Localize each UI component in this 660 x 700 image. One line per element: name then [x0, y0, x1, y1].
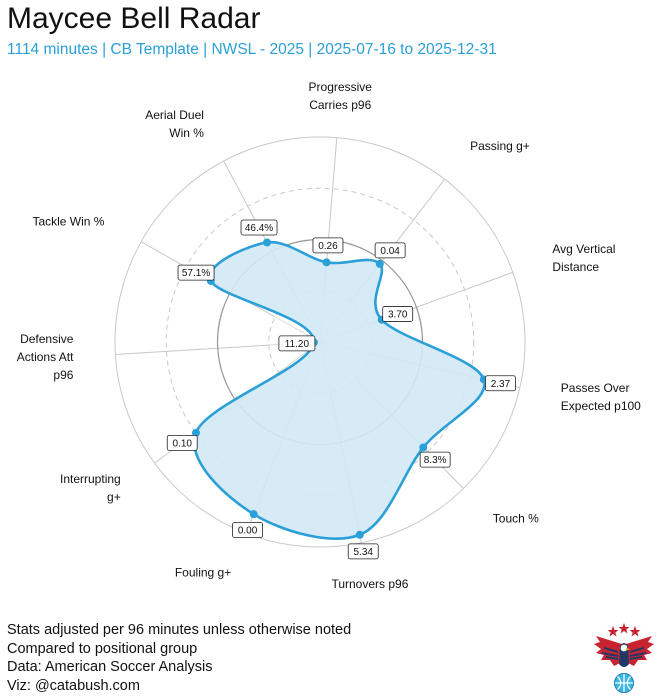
value-label-text: 0.00	[238, 526, 258, 537]
axis-label: Fouling g+	[175, 565, 231, 579]
value-label-text: 0.10	[172, 438, 192, 449]
value-label-text: 57.1%	[182, 268, 210, 279]
chart-title: Maycee Bell Radar	[7, 2, 261, 35]
grid-ring	[165, 187, 475, 497]
value-label-box	[485, 375, 516, 392]
radar-data: 0.26 0.04 3.70 2.37 8.3% 5.34 0.00 0.10 11.20 57.…	[166, 219, 516, 560]
data-point	[355, 530, 364, 539]
data-point	[419, 443, 428, 452]
value-label-text: 46.4%	[245, 223, 273, 234]
chart-subtitle: 1114 minutes | CB Template | NWSL - 2025…	[7, 41, 497, 58]
value-label-box	[166, 434, 198, 451]
value-label-text: 0.26	[318, 241, 338, 252]
value-label: 0.26	[312, 237, 344, 254]
value-label: 0.10	[166, 434, 198, 451]
chart-footer: Stats adjusted per 96 minutes unless oth…	[7, 621, 351, 695]
value-label-box	[312, 237, 344, 254]
footer-data-source: Data: American Soccer Analysis	[7, 659, 213, 676]
value-label: 0.00	[232, 522, 263, 538]
value-label-box	[240, 219, 278, 236]
axis-label: Passes Over Expected p100	[561, 381, 641, 413]
value-label-box	[374, 242, 406, 259]
axis-label: Passing g+	[470, 139, 530, 153]
axis-label: Tackle Win %	[32, 214, 104, 228]
value-label-box	[232, 522, 263, 538]
data-point	[249, 510, 258, 519]
value-label-box	[177, 264, 215, 281]
value-label: 0.04	[374, 242, 406, 259]
axis-label: Aerial Duel Win %	[145, 108, 204, 140]
value-label-box	[419, 451, 451, 468]
data-point	[322, 258, 331, 267]
radar-axis-labels: Progressive Carries p96 Passing g+ Avg Vert…	[17, 80, 641, 591]
eagle-soccer-logo	[594, 623, 654, 693]
data-point	[375, 259, 384, 268]
value-label-box	[278, 335, 316, 352]
axis-label: Touch %	[493, 512, 539, 526]
grid-ring	[114, 136, 526, 548]
value-label: 11.20	[278, 335, 316, 352]
value-label: 2.37	[485, 375, 516, 392]
value-label-box	[347, 543, 379, 560]
value-label: 5.34	[347, 543, 379, 560]
axis-label: Defensive Actions Att p96	[17, 332, 74, 382]
value-label-text: 8.3%	[424, 455, 447, 466]
axis-label: Turnovers p96	[331, 577, 408, 591]
value-label-text: 2.37	[491, 379, 511, 390]
value-label: 57.1%	[177, 264, 215, 281]
footer-viz-credit: Viz: @catabush.com	[7, 677, 140, 694]
value-label: 8.3%	[419, 451, 451, 468]
data-point	[191, 428, 200, 437]
value-label-text: 0.04	[380, 246, 400, 257]
grid-spoke	[115, 344, 269, 355]
data-point	[263, 238, 272, 247]
value-label: 46.4%	[240, 219, 278, 236]
footer-note-comparison: Compared to positional group	[7, 640, 198, 657]
axis-label: Progressive Carries p96	[309, 80, 373, 112]
axis-label: Interrupting g+	[60, 472, 121, 504]
value-label-box	[382, 306, 414, 322]
value-label: 3.70	[382, 306, 414, 322]
value-label-text: 3.70	[388, 310, 408, 321]
value-label-text: 11.20	[285, 339, 310, 350]
value-label-text: 5.34	[353, 547, 373, 558]
axis-label: Avg Vertical Distance	[552, 242, 615, 274]
footer-note-adjusted: Stats adjusted per 96 minutes unless oth…	[7, 622, 352, 638]
radar-area	[194, 242, 485, 539]
